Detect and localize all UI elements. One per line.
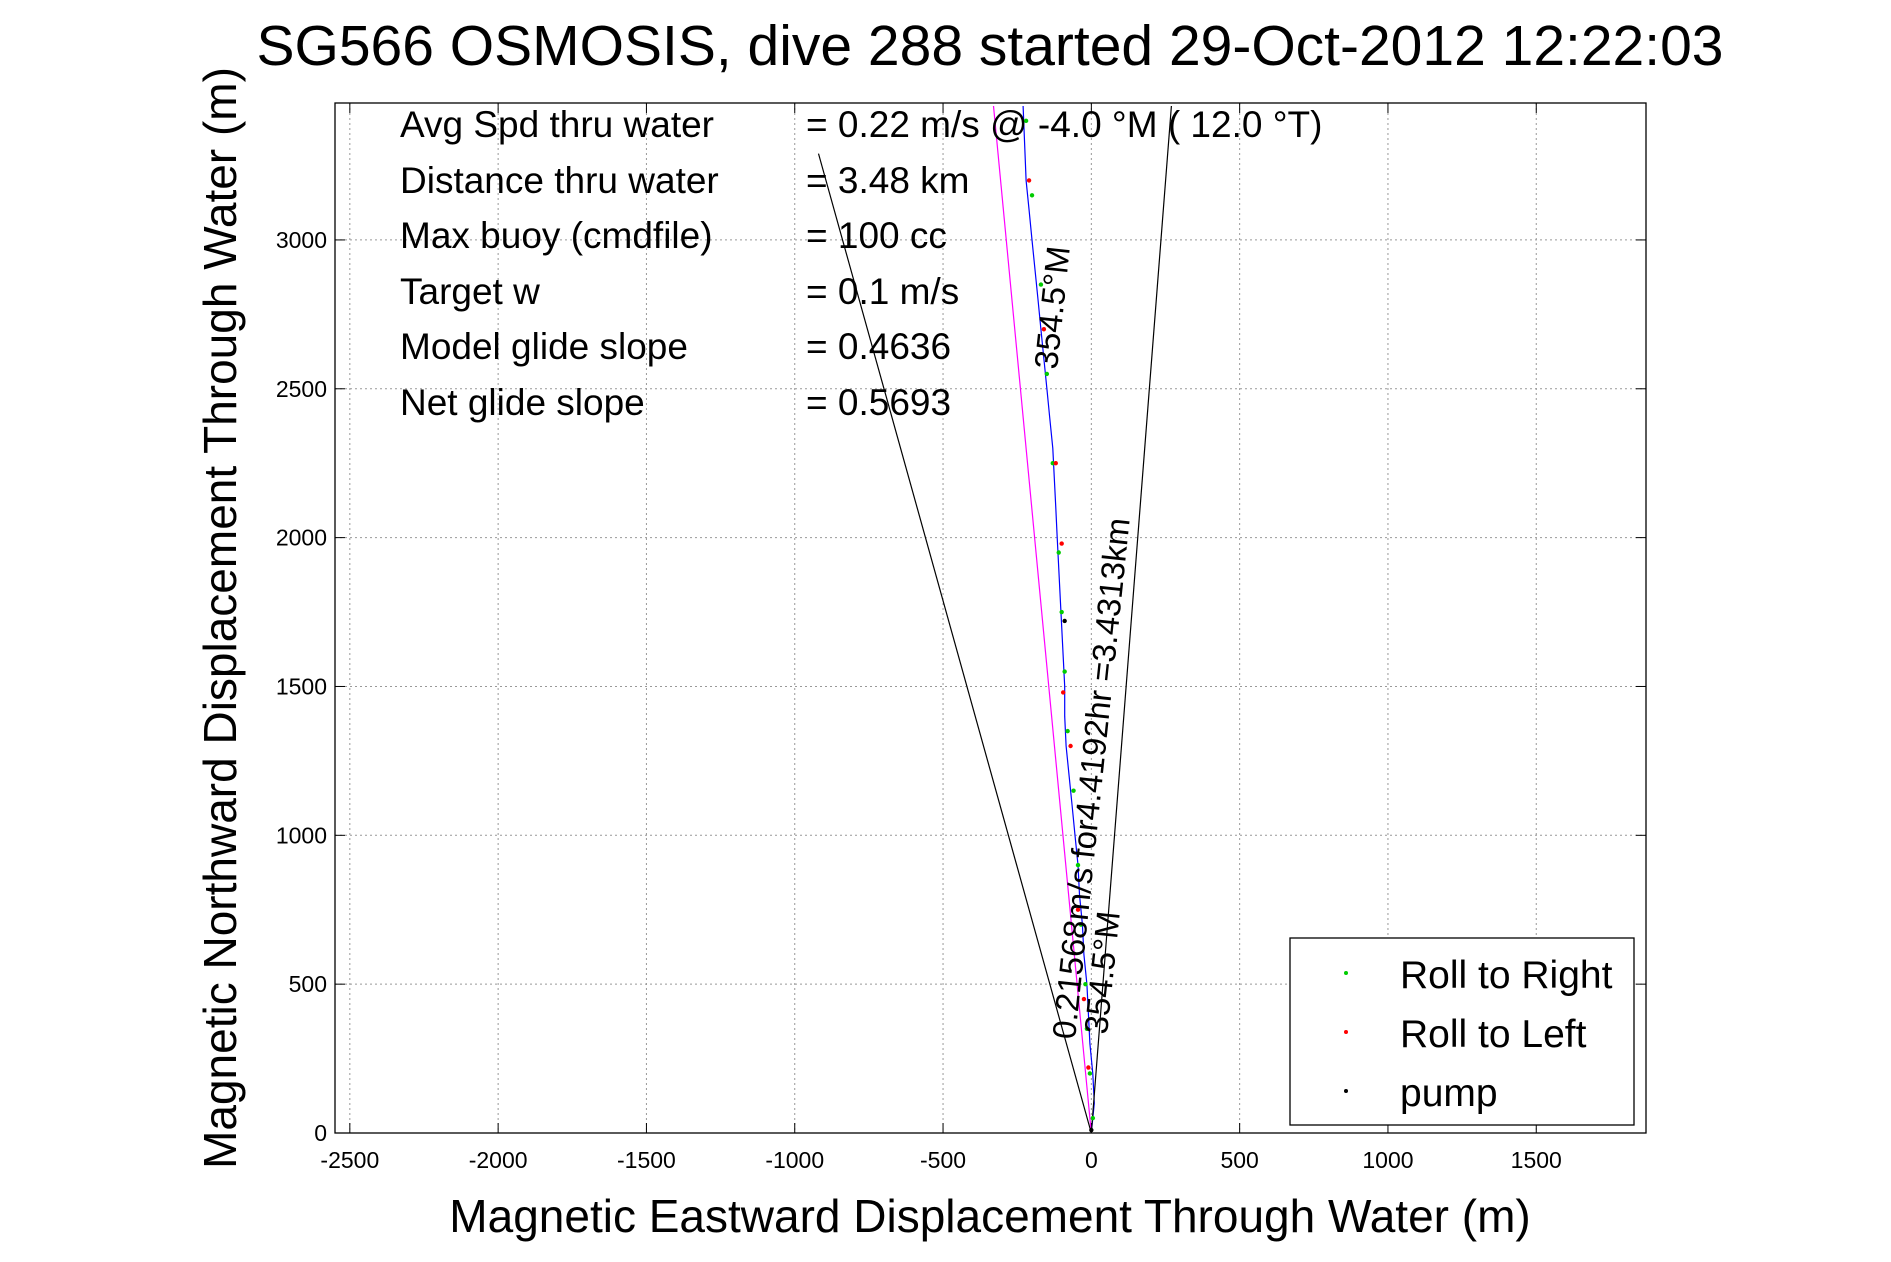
data-point	[1065, 728, 1070, 734]
y-tick-label: 2000	[276, 525, 327, 551]
series-line	[1090, 105, 1172, 1134]
data-point	[1044, 371, 1050, 377]
data-point	[1089, 1127, 1094, 1133]
info-value: = 0.1 m/s	[806, 271, 959, 312]
legend: Roll to Right Roll to Left pump	[1289, 937, 1635, 1126]
info-label: Distance thru water	[400, 160, 719, 201]
series-line	[992, 105, 1092, 1134]
data-point	[1083, 981, 1088, 987]
data-point	[1090, 1115, 1096, 1121]
x-tick-label: -2000	[469, 1147, 528, 1173]
info-value: = 0.22 m/s @ -4.0 °M ( 12.0 °T)	[806, 104, 1322, 145]
info-block: Avg Spd thru water = 0.22 m/s @ -4.0 °M …	[400, 104, 1322, 423]
data-point	[1041, 327, 1047, 332]
data-point	[1029, 193, 1035, 198]
x-tick-label: -500	[920, 1147, 966, 1173]
y-tick-label: 0	[314, 1120, 327, 1146]
info-label: Max buoy (cmdfile)	[400, 215, 713, 256]
data-point	[1026, 178, 1032, 183]
data-point	[1078, 922, 1084, 927]
series-line	[1022, 105, 1095, 1134]
y-tick-label: 1500	[276, 673, 327, 699]
info-value: = 3.48 km	[806, 160, 970, 201]
info-value: = 100 cc	[806, 215, 947, 256]
y-tick-label: 1000	[276, 822, 327, 848]
info-label: Target w	[400, 271, 540, 312]
x-tick-label: 1500	[1511, 1147, 1562, 1173]
data-point	[1060, 690, 1066, 695]
data-point	[1038, 282, 1044, 287]
data-point	[1056, 550, 1061, 555]
data-point	[1086, 1065, 1091, 1070]
data-point	[1075, 907, 1081, 912]
data-point	[1081, 996, 1087, 1002]
data-point	[1071, 788, 1076, 793]
x-tick-labels: -2500 -2000 -1500 -1000 -500 0 500 1000 1500	[320, 1147, 1561, 1173]
info-label: Avg Spd thru water	[400, 104, 714, 145]
chart-title: SG566 OSMOSIS, dive 288 started 29-Oct-2…	[257, 14, 1724, 78]
y-tick-labels: 0 500 1000 1500 2000 2500 3000	[276, 227, 327, 1146]
legend-label-roll-left: Roll to Left	[1400, 1013, 1587, 1056]
legend-marker-roll-left	[1344, 1030, 1348, 1034]
data-point	[1053, 461, 1058, 466]
y-tick-label: 2500	[276, 376, 327, 402]
x-tick-label: -2500	[320, 1147, 379, 1173]
data-point	[1062, 618, 1067, 624]
x-axis-label: Magnetic Eastward Displacement Through W…	[449, 1190, 1530, 1242]
plot-frame	[334, 102, 1647, 1134]
data-point	[1023, 118, 1029, 124]
data-point	[1059, 609, 1064, 615]
data-point	[1068, 743, 1073, 749]
x-tick-label: 0	[1085, 1147, 1098, 1173]
y-tick-label: 500	[289, 971, 327, 997]
series-line	[817, 153, 1092, 1134]
data-point	[1075, 862, 1081, 868]
legend-marker-roll-right	[1344, 971, 1348, 975]
legend-label-roll-right: Roll to Right	[1400, 954, 1613, 997]
x-tick-label: 1000	[1362, 1147, 1413, 1173]
info-value: = 0.5693	[806, 382, 951, 423]
y-axis-label: Magnetic Northward Displacement Through …	[194, 67, 246, 1169]
data-point	[1059, 541, 1064, 546]
legend-label-pump: pump	[1400, 1072, 1498, 1115]
info-label: Model glide slope	[400, 326, 688, 367]
series-layer	[817, 105, 1172, 1134]
data-point	[1062, 669, 1067, 674]
info-value: = 0.4636	[806, 326, 951, 367]
x-tick-label: -1000	[765, 1147, 824, 1173]
x-tick-label: -1500	[617, 1147, 676, 1173]
legend-marker-pump	[1344, 1089, 1348, 1093]
y-tick-label: 3000	[276, 227, 327, 253]
data-point	[1084, 1026, 1090, 1032]
data-point	[1087, 1071, 1093, 1076]
info-label: Net glide slope	[400, 382, 645, 423]
x-tick-label: 500	[1220, 1147, 1258, 1173]
grid	[335, 103, 1646, 1134]
